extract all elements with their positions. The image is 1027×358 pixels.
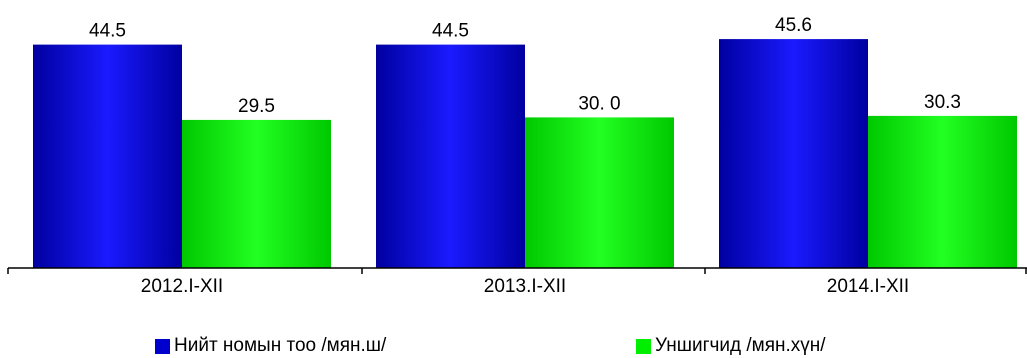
bars-group — [33, 39, 1017, 269]
data-label-series-2-2012.I-XII: 29.5 — [238, 96, 275, 117]
legend-label-series-2: Уншигчид /мян.хүн/ — [655, 335, 826, 356]
data-label-series-2-2014.I-XII: 30.3 — [924, 92, 961, 113]
bar-chart: 2012.I-XII 2013.I-XII 2014.I-XII 44.529.54… — [7, 15, 1027, 297]
legend-item-series-1: Нийт номын тоо /мян.ш/ — [155, 335, 386, 357]
bar-series-1-2013.I-XII — [376, 44, 525, 268]
legend-swatch-series-2 — [636, 338, 651, 354]
x-tick-label: 2013.I-XII — [484, 276, 566, 297]
bar-series-2-2013.I-XII — [525, 117, 674, 269]
bar-series-2-2012.I-XII — [182, 119, 331, 268]
data-label-series-1-2012.I-XII: 44.5 — [89, 21, 126, 42]
data-label-series-1-2014.I-XII: 45.6 — [775, 15, 812, 36]
legend-label-series-1: Нийт номын тоо /мян.ш/ — [174, 335, 387, 356]
x-tick-label: 2014.I-XII — [827, 276, 909, 297]
legend-swatch-series-1 — [155, 338, 170, 354]
x-tick-labels: 2012.I-XII 2013.I-XII 2014.I-XII — [141, 276, 909, 297]
bar-series-1-2012.I-XII — [33, 44, 182, 268]
legend-item-series-2: Уншигчид /мян.хүн/ — [636, 335, 826, 357]
data-label-series-1-2013.I-XII: 44.5 — [432, 21, 469, 42]
legend: Нийт номын тоо /мян.ш/ Уншигчид /мян.хүн… — [0, 332, 1027, 358]
x-axis — [7, 267, 1027, 274]
data-label-series-2-2013.I-XII: 30. 0 — [578, 93, 620, 114]
bar-series-1-2014.I-XII — [719, 39, 868, 269]
data-labels: 44.5 29.5 44.5 30. 0 45.6 30.3 — [89, 15, 961, 117]
bar-series-2-2014.I-XII — [868, 115, 1017, 268]
x-tick-label: 2012.I-XII — [141, 276, 223, 297]
